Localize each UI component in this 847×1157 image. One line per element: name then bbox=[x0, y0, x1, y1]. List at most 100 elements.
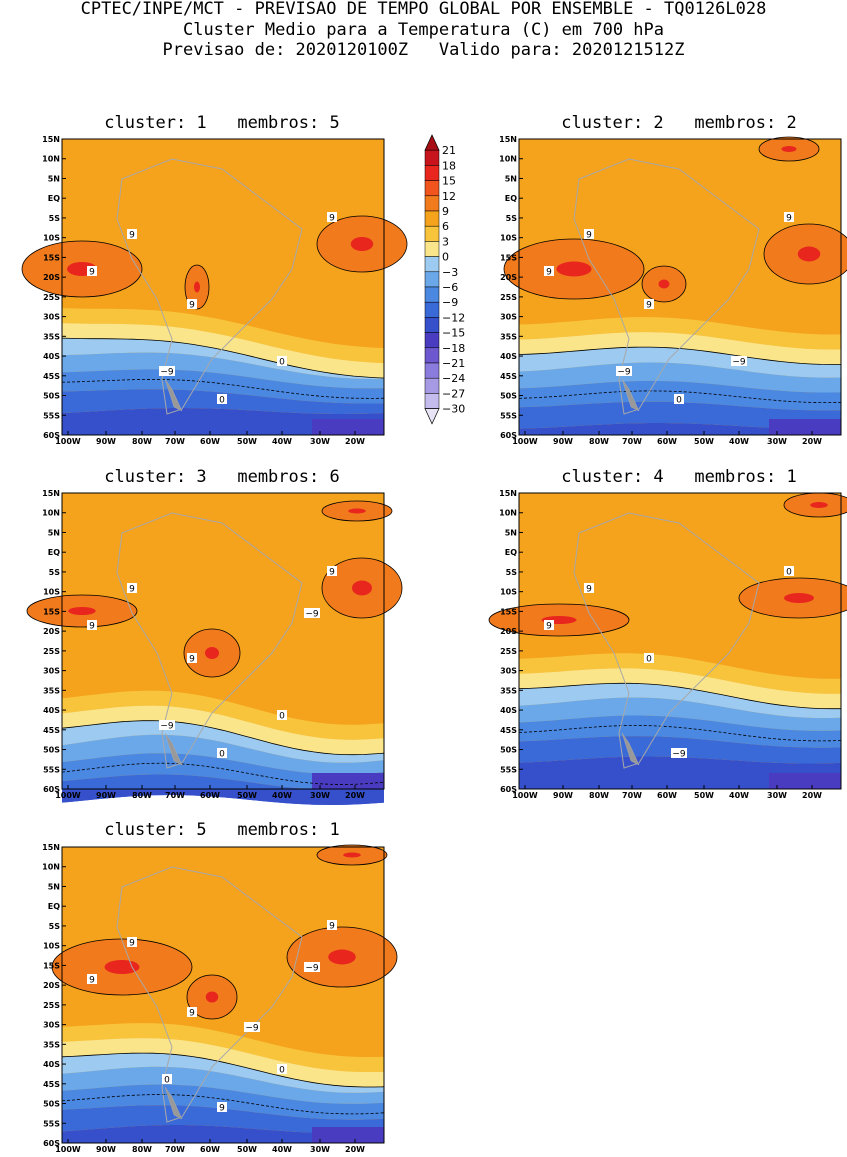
temperature-band bbox=[519, 362, 841, 393]
lat-tick-label: 30S bbox=[500, 313, 517, 322]
warm-core bbox=[658, 279, 670, 289]
header-line-2: Cluster Medio para a Temperatura (C) em … bbox=[182, 20, 665, 40]
lat-tick-label: 5N bbox=[505, 174, 517, 183]
temperature-band bbox=[62, 308, 384, 364]
map-frame bbox=[518, 138, 842, 436]
warm-core bbox=[205, 991, 219, 1003]
lon-tick-label: 50W bbox=[694, 791, 714, 800]
contour-minus-9 bbox=[61, 1094, 385, 1115]
lon-tick-label: 70W bbox=[165, 1145, 185, 1154]
lat-tick-label: 15N bbox=[499, 135, 517, 144]
contour-label: 9 bbox=[329, 568, 335, 578]
lon-tick-label: 20W bbox=[802, 437, 822, 446]
temperature-band bbox=[62, 323, 384, 379]
lat-tick-label: 10N bbox=[42, 155, 60, 164]
lon-tick-label: 90W bbox=[553, 437, 573, 446]
lat-tick-label: 25S bbox=[500, 293, 517, 302]
lon-tick-label: 90W bbox=[96, 791, 116, 800]
lon-tick-label: 40W bbox=[729, 791, 749, 800]
map-panel-2: 9 9 9 9 0 −9 −9 15N 10N 5N EQ 5S 10S 15S 20S 25S 30S 35S 4… bbox=[499, 135, 847, 446]
lat-tick-label: 60S bbox=[500, 431, 517, 440]
lat-tick-label: 5S bbox=[49, 214, 61, 223]
temperature-band bbox=[519, 317, 841, 350]
contour-label-box bbox=[187, 299, 197, 309]
lon-tick-label: 90W bbox=[96, 1145, 116, 1154]
lon-tick-label: 100W bbox=[512, 437, 538, 446]
lon-tick-label: 70W bbox=[165, 791, 185, 800]
continent-outline bbox=[116, 158, 303, 415]
temperature-band bbox=[519, 683, 841, 719]
patagonia-land bbox=[621, 732, 640, 766]
lon-tick-label: 70W bbox=[622, 791, 642, 800]
lat-tick-label: 55S bbox=[43, 765, 60, 774]
lon-tick-label: 50W bbox=[237, 791, 257, 800]
cold-band bbox=[769, 419, 841, 435]
colorbar-label: 18 bbox=[442, 159, 456, 172]
contour-label: −9 bbox=[305, 610, 319, 620]
lat-tick-label: 15N bbox=[42, 843, 60, 852]
lat-tick-label: 45S bbox=[43, 1080, 60, 1089]
contour-label: −9 bbox=[305, 964, 319, 974]
temperature-band bbox=[62, 720, 384, 763]
lat-tick-label: 10N bbox=[499, 509, 517, 518]
lat-tick-label: 5S bbox=[49, 922, 61, 931]
colorbar-label: 6 bbox=[442, 220, 449, 233]
contour-label: 0 bbox=[219, 750, 225, 760]
temperature-band bbox=[62, 408, 384, 435]
contour-label-box bbox=[277, 710, 287, 720]
patagonia-land bbox=[164, 1086, 183, 1120]
lat-tick-label: EQ bbox=[48, 194, 60, 203]
contour-label-box bbox=[584, 229, 594, 239]
contour-label-box bbox=[244, 1022, 260, 1032]
panel-4-title: cluster: 4 membros: 1 bbox=[561, 467, 797, 487]
lat-tick-label: 35S bbox=[500, 686, 517, 695]
contour-label-box bbox=[87, 620, 97, 630]
warm-core bbox=[810, 502, 828, 508]
temperature-band bbox=[62, 1125, 384, 1143]
lat-tick-label: EQ bbox=[505, 548, 517, 557]
contour-minus-9 bbox=[518, 390, 842, 403]
lat-tick-label: 10S bbox=[500, 234, 517, 243]
colorbar: 21 18 15 12 9 6 3 0 −3 −6 −9 −12 −15 −18 −21 −24 −27 −30 bbox=[424, 134, 465, 425]
contour-label-box bbox=[87, 974, 97, 984]
lon-tick-label: 20W bbox=[802, 791, 822, 800]
cold-band bbox=[312, 1127, 384, 1143]
contour-label-box bbox=[127, 229, 137, 239]
contour-0 bbox=[61, 337, 385, 379]
contour-label-box bbox=[277, 1064, 287, 1074]
temperature-band bbox=[62, 1066, 384, 1104]
lon-tick-label: 80W bbox=[132, 1145, 152, 1154]
contour-label: 9 bbox=[89, 268, 95, 278]
contour-label: 9 bbox=[586, 231, 592, 241]
temperature-band bbox=[519, 347, 841, 378]
lat-tick-label: 40S bbox=[500, 352, 517, 361]
lat-tick-label: 15S bbox=[43, 607, 60, 616]
temperature-band bbox=[62, 1038, 384, 1087]
lat-tick-label: 45S bbox=[500, 726, 517, 735]
map-panel-1: 9 9 9 9 0 0 −9 15N 10N 5N EQ 5S 10S 15S 20S 25S 30S 35S 40… bbox=[21, 135, 408, 446]
contour-0 bbox=[61, 720, 385, 756]
contour-label: −9 bbox=[160, 722, 174, 732]
lon-tick-label: 100W bbox=[55, 437, 81, 446]
contour-label: 9 bbox=[646, 301, 652, 311]
lon-tick-label: 40W bbox=[272, 1145, 292, 1154]
contour-label: 0 bbox=[786, 568, 792, 578]
lat-tick-label: 60S bbox=[500, 785, 517, 794]
lat-tick-label: 50S bbox=[43, 1100, 60, 1109]
colorbar-label: 15 bbox=[442, 175, 456, 188]
contour-label-box bbox=[127, 583, 137, 593]
temperature-band bbox=[62, 1105, 384, 1133]
temperature-band bbox=[519, 668, 841, 709]
lon-tick-label: 40W bbox=[729, 437, 749, 446]
lat-tick-label: 45S bbox=[43, 726, 60, 735]
contour-label-box bbox=[127, 937, 137, 947]
panel-5-title: cluster: 5 membros: 1 bbox=[104, 820, 340, 840]
contour-minus-9 bbox=[518, 725, 842, 742]
colorbar-segment bbox=[424, 210, 440, 227]
lat-tick-label: 30S bbox=[500, 667, 517, 676]
lat-tick-label: 20S bbox=[500, 273, 517, 282]
temperature-band bbox=[519, 697, 841, 731]
contour-label: 0 bbox=[164, 1076, 170, 1086]
colorbar-segment bbox=[424, 317, 440, 333]
lon-tick-label: 20W bbox=[345, 437, 365, 446]
